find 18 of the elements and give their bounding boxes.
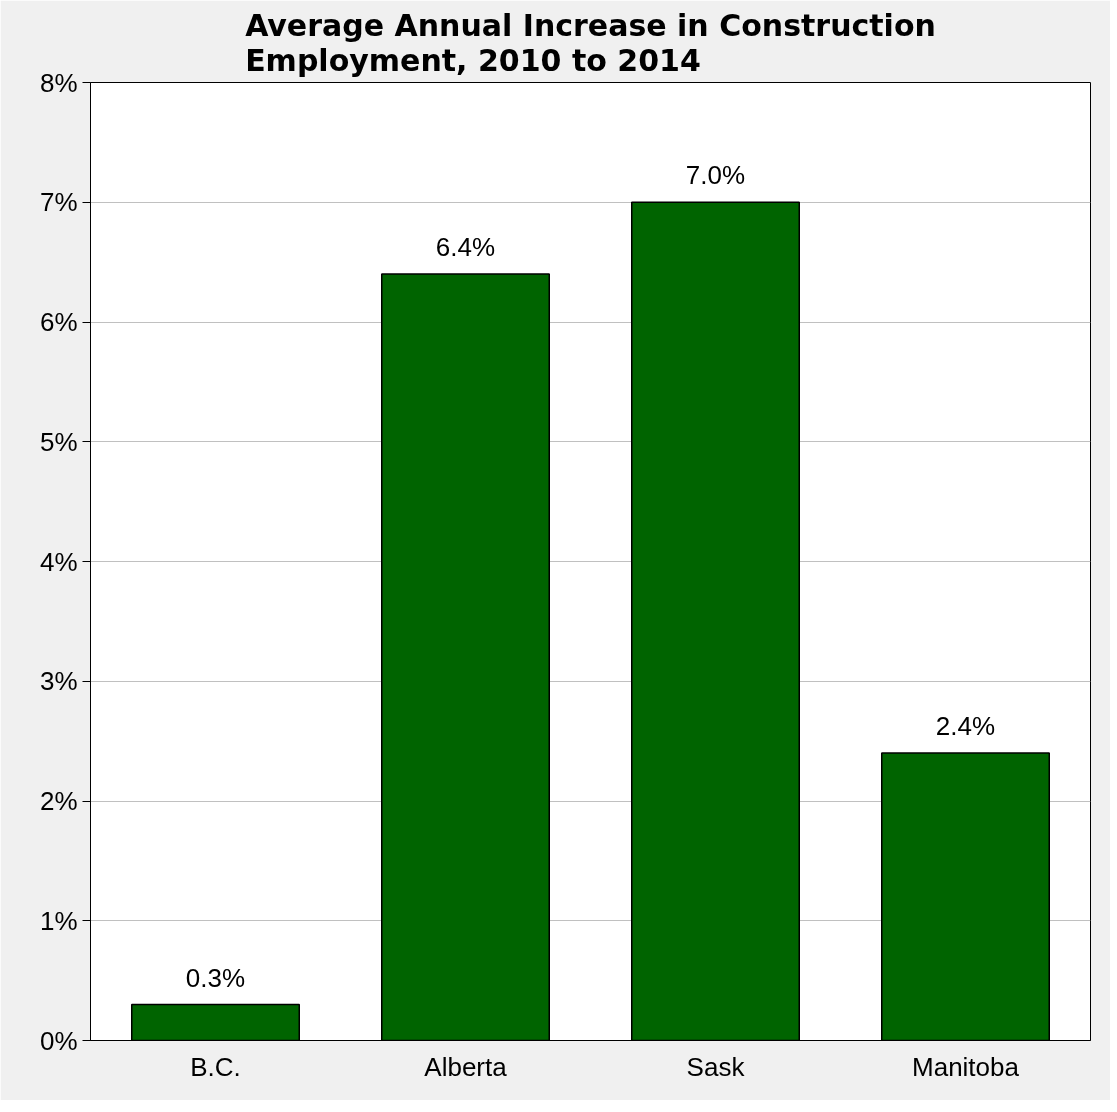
y-tick-label: 1% (39, 905, 78, 936)
y-tick-label: 6% (39, 307, 78, 337)
chart-title: Average Annual Increase in Construction Employment, 2010 to 2014 (245, 7, 936, 78)
x-tick-label: Manitoba (912, 1051, 1020, 1082)
y-tick-label: 0% (39, 1025, 78, 1056)
data-label: 6.4% (435, 232, 496, 263)
y-tick-label: 8% (39, 67, 78, 98)
y-tick-label: 2% (39, 786, 78, 816)
data-label: 0.3% (185, 962, 246, 993)
y-tick-label: 3% (39, 666, 78, 697)
x-tick-label: Alberta (424, 1051, 508, 1082)
y-tick-label: 7% (39, 187, 78, 218)
x-tick-label: B.C. (190, 1051, 241, 1082)
y-tick-label: 4% (39, 546, 78, 577)
x-tick-label: Sask (686, 1051, 746, 1082)
y-tick-label: 5% (39, 426, 78, 457)
data-label: 7.0% (685, 160, 746, 191)
data-label: 2.4% (935, 711, 996, 742)
